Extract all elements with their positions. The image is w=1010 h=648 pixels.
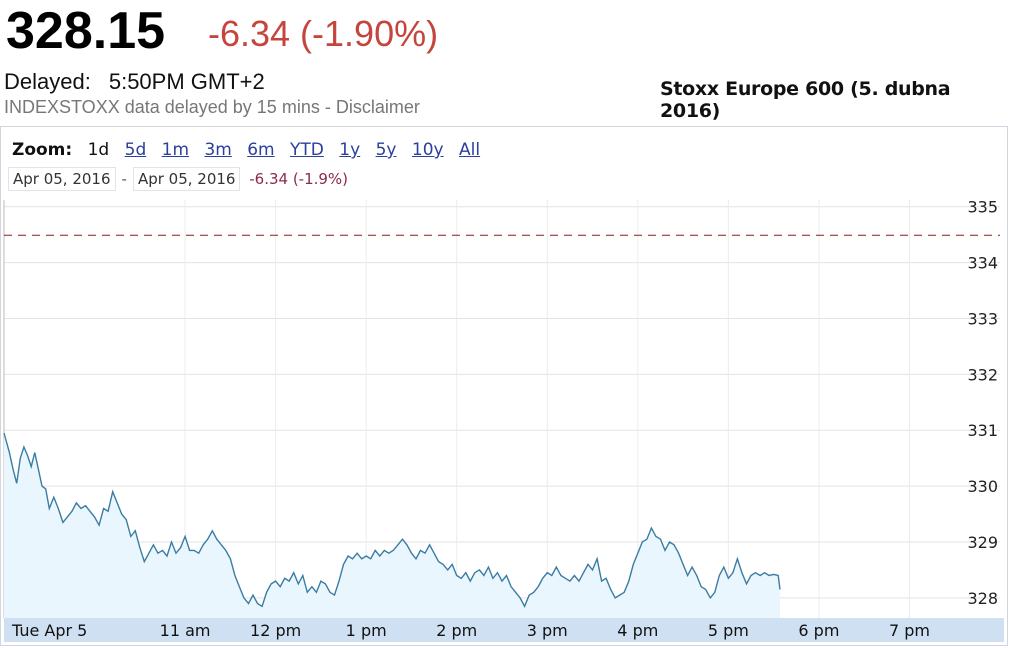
x-tick-label-7: 5 pm: [708, 621, 749, 640]
zoom-option-10y[interactable]: 10y: [411, 140, 444, 160]
price-area-fill: [4, 433, 780, 618]
current-price: 328.15: [6, 2, 166, 60]
zoom-option-1m[interactable]: 1m: [161, 140, 190, 160]
x-axis-band: [4, 618, 1004, 642]
x-axis-labels: Tue Apr 5 11 am 12 pm 1 pm 2 pm 3 pm 4 pm 5 pm 6…: [11, 621, 930, 640]
zoom-option-1d[interactable]: 1d: [87, 140, 110, 160]
range-change: -6.34 (-1.9%): [249, 170, 349, 188]
grid-lines: [3, 200, 1000, 618]
zoom-option-ytd[interactable]: YTD: [290, 140, 324, 160]
x-tick-label-3: 1 pm: [346, 621, 387, 640]
delayed-label: Delayed:: [4, 69, 91, 94]
y-tick-label-331: 331: [967, 421, 998, 440]
delayed-status: Delayed: 5:50PM GMT+2: [4, 70, 265, 94]
y-tick-label-328: 328: [967, 589, 998, 608]
zoom-option-6m[interactable]: 6m: [247, 140, 275, 160]
zoom-option-3m[interactable]: 3m: [204, 140, 232, 160]
y-tick-label-335: 335: [967, 198, 998, 217]
zoom-label: Zoom:: [12, 140, 73, 160]
y-tick-label-329: 329: [967, 533, 998, 552]
x-tick-label-9: 7 pm: [889, 621, 930, 640]
zoom-option-all[interactable]: All: [459, 140, 481, 160]
y-tick-label-332: 332: [967, 365, 998, 384]
zoom-controls: Zoom: 1d 5d 1m 3m 6m YTD 1y 5y 10y All: [12, 140, 490, 160]
data-disclaimer[interactable]: INDEXSTOXX data delayed by 15 mins - Dis…: [4, 97, 420, 117]
x-tick-label-8: 6 pm: [798, 621, 839, 640]
x-tick-label-4: 2 pm: [436, 621, 477, 640]
y-tick-label-333: 333: [967, 309, 998, 328]
y-axis-labels: 328 329 330 331 332 333 334 335: [967, 198, 998, 608]
y-tick-label-334: 334: [967, 254, 998, 273]
range-start-date[interactable]: Apr 05, 2016: [8, 167, 116, 191]
zoom-option-1y[interactable]: 1y: [339, 140, 361, 160]
price-series-line: [3, 432, 781, 608]
chart-title: Stoxx Europe 600 (5. dubna 2016): [660, 78, 951, 122]
y-tick-label-330: 330: [967, 477, 998, 496]
x-tick-label-5: 3 pm: [527, 621, 568, 640]
range-separator: -: [121, 170, 127, 188]
zoom-option-5y[interactable]: 5y: [375, 140, 397, 160]
price-change: -6.34 (-1.90%): [208, 13, 439, 54]
delayed-time: 5:50PM GMT+2: [108, 69, 265, 94]
range-end-date[interactable]: Apr 05, 2016: [132, 167, 241, 191]
x-tick-label-0: Tue Apr 5: [11, 621, 87, 640]
zoom-option-5d[interactable]: 5d: [124, 140, 147, 160]
x-tick-label-6: 4 pm: [617, 621, 658, 640]
date-range: Apr 05, 2016- Apr 05, 2016 -6.34 (-1.9%): [8, 167, 348, 191]
x-tick-label-2: 12 pm: [250, 621, 301, 640]
x-tick-label-1: 11 am: [160, 621, 211, 640]
